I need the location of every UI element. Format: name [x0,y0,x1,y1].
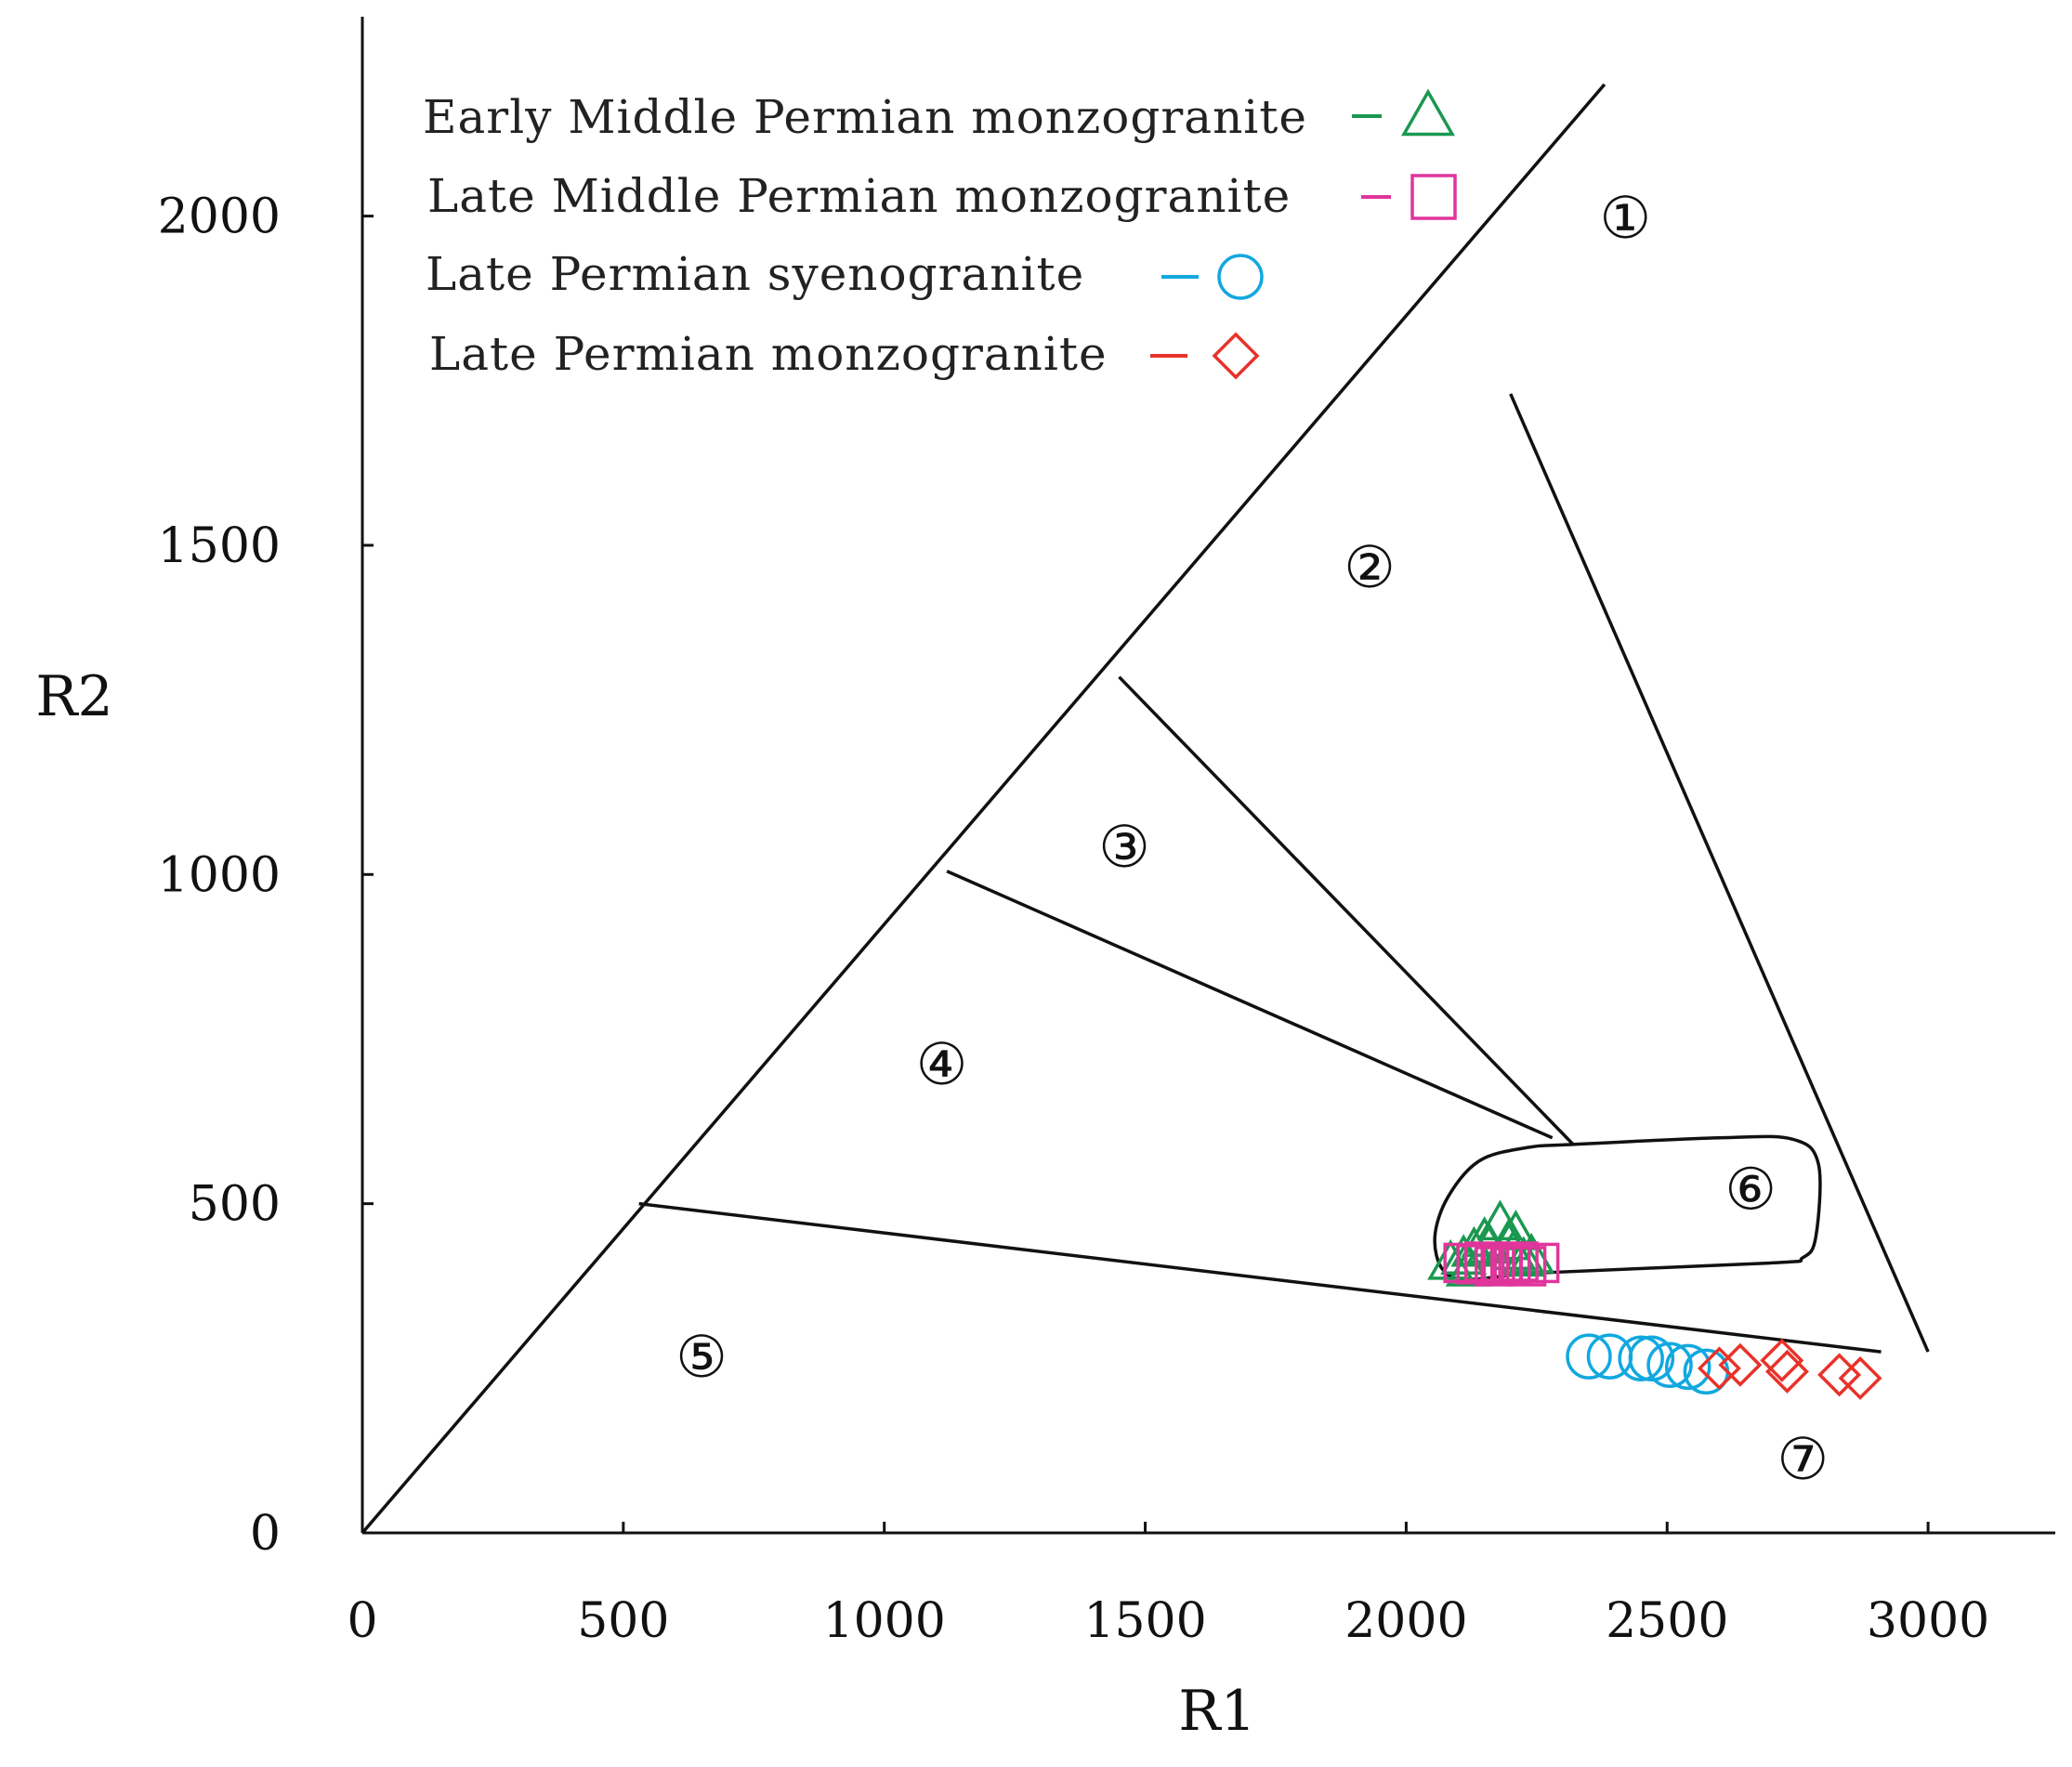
boundary-line [1118,675,1575,1146]
legend-entry-marker [1212,332,1260,380]
region-label: ① [1600,184,1652,252]
data-point-circle [1628,1335,1675,1381]
legend-entry-label: Late Middle Permian monzogranite [427,169,1291,223]
legend-entry-label: Late Permian monzogranite [429,327,1108,381]
y-tick-label: 500 [189,1177,281,1233]
data-points [1427,1199,1882,1400]
data-point-square [1475,1246,1515,1287]
data-point-diamond [1718,1342,1763,1387]
tick-labels: 0 500 1000 1500 2000 2500 3000 0 500 1000 1500 2000 [158,190,1990,1649]
boundary-line [1509,393,1930,1353]
legend: Early Middle Permian monzogranite Late Mi… [423,88,1457,381]
y-tick-label: 1500 [158,518,281,574]
boundary-line [946,870,1554,1140]
boundary-line [361,83,1606,1535]
x-tick-label: 500 [577,1593,669,1649]
y-tick-label: 0 [250,1506,281,1562]
data-point-circle [1618,1335,1664,1381]
x-tick-label: 1500 [1083,1593,1206,1649]
region-label: ⑥ [1724,1155,1777,1223]
region-label: ④ [916,1030,968,1098]
region-label: ⑦ [1777,1425,1829,1493]
data-point-diamond [1838,1355,1882,1400]
x-tick-label: 2000 [1344,1593,1467,1649]
data-point-square [1518,1242,1560,1284]
data-point-square [1489,1244,1531,1285]
legend-entry-label: Late Permian syenogranite [426,247,1084,301]
legend-entry-label: Early Middle Permian monzogranite [423,90,1307,144]
data-point-circle [1646,1342,1693,1389]
legend-entry-marker [1400,88,1456,137]
x-tick-label: 1000 [823,1593,946,1649]
data-point-diamond [1764,1349,1809,1394]
data-point-square [1505,1246,1547,1287]
region-label: ⑤ [675,1323,728,1391]
data-point-diamond [1697,1346,1741,1391]
data-point-diamond [1760,1338,1804,1382]
x-tick-label: 0 [347,1593,377,1649]
field-6-outline [1433,1134,1822,1281]
legend-entry-marker [1217,254,1264,300]
boundary-line [638,1201,1882,1354]
axes [361,17,2055,1535]
data-point-circle [1566,1333,1612,1380]
field-boundaries [361,83,1930,1535]
legend-entry-marker [1410,174,1457,220]
y-tick-label: 2000 [158,190,281,245]
region-label: ② [1344,533,1396,601]
region-labels: ① ② ③ ④ ⑤ ⑥ ⑦ [675,184,1829,1493]
x-tick-label: 2500 [1606,1593,1728,1649]
x-tick-label: 3000 [1867,1593,1989,1649]
data-point-square [1498,1241,1539,1282]
region-label: ③ [1098,813,1150,881]
x-axis-title: R1 [1178,1679,1255,1744]
data-point-circle [1664,1343,1711,1391]
y-axis-title: R2 [35,664,112,729]
y-tick-label: 1000 [158,847,281,903]
